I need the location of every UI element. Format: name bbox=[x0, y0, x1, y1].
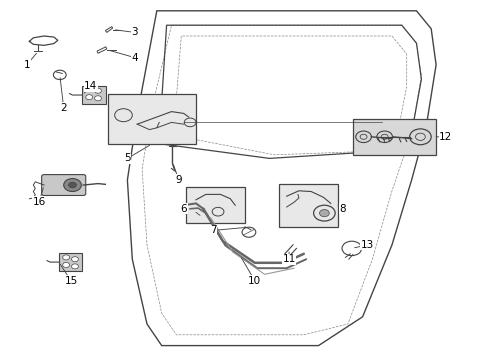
Text: 11: 11 bbox=[282, 252, 296, 264]
Text: 13: 13 bbox=[355, 240, 374, 250]
Text: 9: 9 bbox=[173, 165, 182, 185]
Circle shape bbox=[64, 179, 81, 192]
Text: 15: 15 bbox=[60, 264, 78, 286]
Bar bbox=[353, 119, 436, 155]
Bar bbox=[108, 94, 196, 144]
Bar bbox=[82, 86, 106, 104]
Text: 8: 8 bbox=[338, 204, 346, 214]
Circle shape bbox=[95, 96, 101, 101]
Text: 14: 14 bbox=[84, 81, 98, 93]
Bar bbox=[186, 187, 245, 223]
Text: 5: 5 bbox=[124, 145, 149, 163]
Circle shape bbox=[63, 262, 70, 267]
Bar bbox=[59, 253, 82, 271]
Text: 1: 1 bbox=[24, 53, 36, 70]
Text: 4: 4 bbox=[109, 50, 138, 63]
Circle shape bbox=[319, 210, 329, 217]
Bar bbox=[279, 184, 338, 227]
Circle shape bbox=[72, 264, 78, 269]
Text: 3: 3 bbox=[116, 27, 138, 37]
Circle shape bbox=[72, 257, 78, 262]
Circle shape bbox=[95, 88, 101, 93]
Text: 10: 10 bbox=[242, 258, 261, 286]
Text: 2: 2 bbox=[60, 78, 67, 113]
Circle shape bbox=[69, 182, 76, 188]
FancyBboxPatch shape bbox=[42, 175, 86, 195]
Circle shape bbox=[86, 95, 93, 100]
Text: 6: 6 bbox=[180, 204, 187, 214]
Circle shape bbox=[63, 255, 70, 260]
Text: 16: 16 bbox=[32, 188, 46, 207]
Text: 12: 12 bbox=[436, 132, 453, 142]
Text: 7: 7 bbox=[210, 225, 246, 235]
